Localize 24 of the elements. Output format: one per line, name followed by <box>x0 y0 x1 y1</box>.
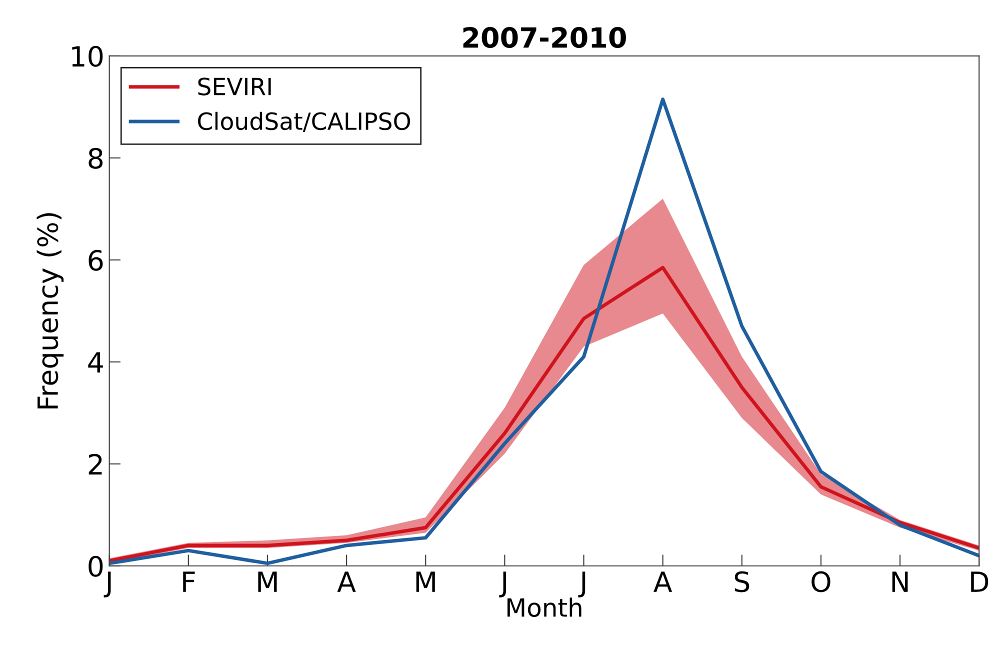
y-tick-label: 8 <box>88 148 103 169</box>
line-series <box>109 266 980 563</box>
y-tick-label: 10 <box>72 46 103 67</box>
legend-label: CloudSat/CALIPSO <box>198 112 410 132</box>
x-tick-label: N <box>892 572 908 592</box>
y-tick-label: 0 <box>88 556 103 577</box>
x-tick-label: J <box>499 572 506 598</box>
y-tick-label: 6 <box>88 250 103 271</box>
x-tick-label: D <box>971 572 988 592</box>
x-tick-label: O <box>812 571 830 592</box>
x-tick-label: J <box>104 572 111 598</box>
x-tick-label: M <box>416 572 435 592</box>
x-tick-label: A <box>654 572 672 592</box>
x-tick-label: M <box>258 572 277 592</box>
x-tick-label: S <box>734 571 750 592</box>
x-tick-label: A <box>337 572 356 592</box>
x-tick-label: J <box>578 572 586 598</box>
chart-title: 2007-2010 <box>463 26 626 48</box>
x-axis-title: Month <box>507 598 582 617</box>
y-axis-title: Frequency (%) <box>36 213 64 408</box>
y-tick-label: 4 <box>88 352 103 372</box>
x-tick-label: F <box>183 572 195 592</box>
legend-label: SEVIRI <box>198 78 271 96</box>
y-tick-label: 2 <box>88 454 102 474</box>
